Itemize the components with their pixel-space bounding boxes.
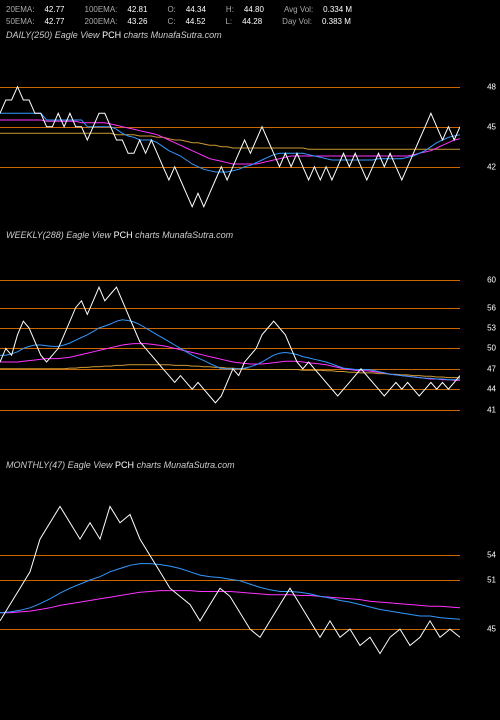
header-row-1: 20EMA: 42.77100EMA: 42.81O: 44.34H: 44.8… bbox=[6, 4, 372, 16]
chart-title: MONTHLY(47) Eagle View PCH charts Munafa… bbox=[6, 460, 235, 470]
chart-panel-1: 41444750535660 bbox=[0, 260, 500, 430]
chart-panel-2: 455154 bbox=[0, 490, 500, 670]
header-row-2: 50EMA: 42.77200EMA: 43.26C: 44.52L: 44.2… bbox=[6, 16, 372, 28]
header-info: 20EMA: 42.77100EMA: 42.81O: 44.34H: 44.8… bbox=[6, 4, 372, 28]
chart-title: DAILY(250) Eagle View PCH charts MunafaS… bbox=[6, 30, 222, 40]
chart-title: WEEKLY(288) Eagle View PCH charts Munafa… bbox=[6, 230, 233, 240]
chart-panel-0: 424548 bbox=[0, 60, 500, 220]
